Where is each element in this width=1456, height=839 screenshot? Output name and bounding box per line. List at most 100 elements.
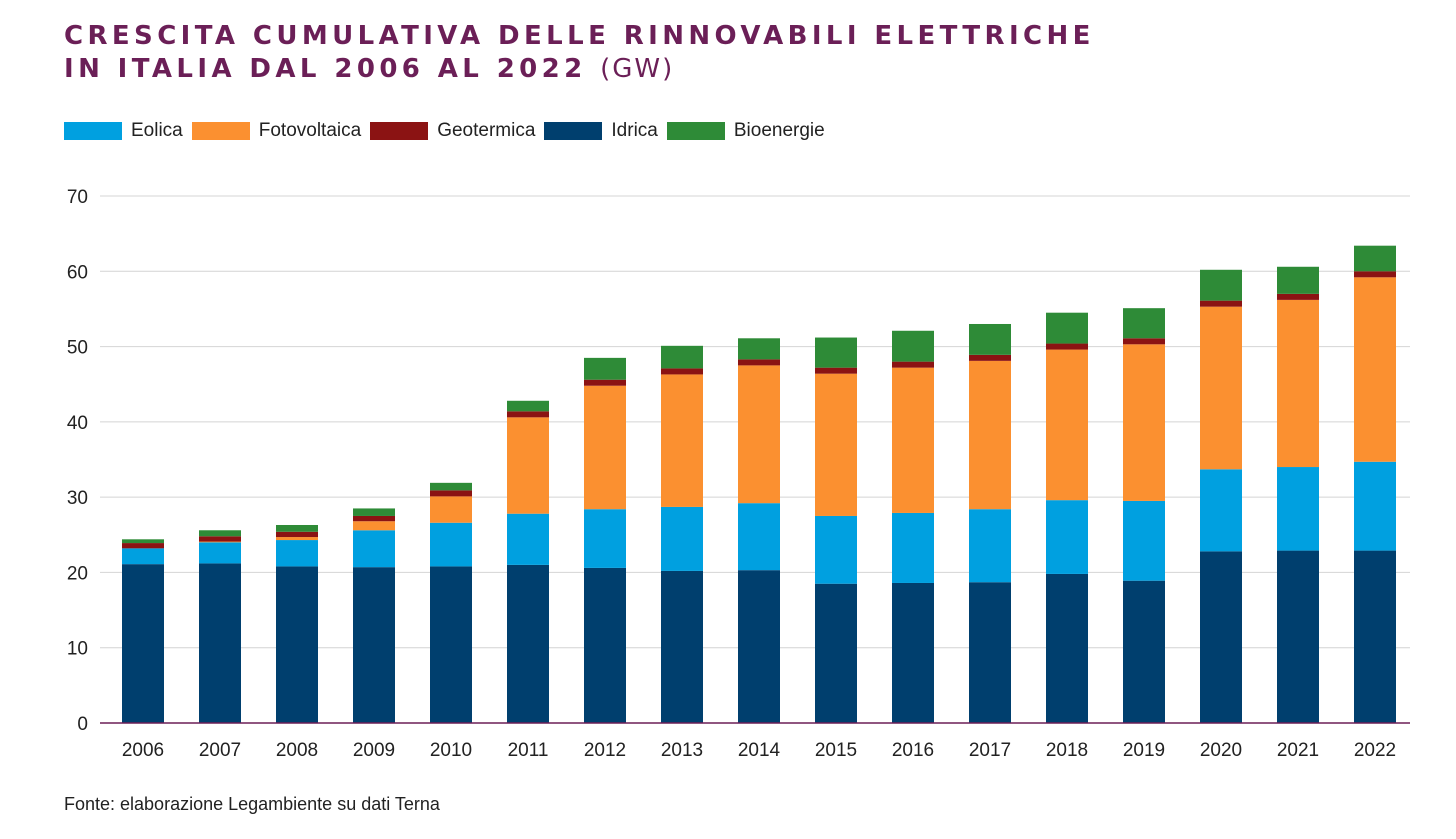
bar-fotovoltaica-2009 — [353, 521, 395, 531]
bar-geotermica-2012 — [584, 379, 626, 386]
legend-label: Fotovoltaica — [258, 120, 362, 141]
y-tick-label: 30 — [67, 488, 88, 509]
legend-label: Geotermica — [437, 120, 536, 141]
y-tick-label: 0 — [77, 714, 88, 735]
x-tick-label: 2012 — [584, 740, 626, 761]
bar-fotovoltaica-2012 — [584, 385, 626, 510]
bar-bioenergie-2016 — [892, 330, 934, 362]
bar-bioenergie-2009 — [353, 508, 395, 516]
bar-geotermica-2022 — [1354, 271, 1396, 278]
bar-fotovoltaica-2007 — [199, 541, 241, 543]
bar-fotovoltaica-2022 — [1354, 277, 1396, 462]
bar-eolica-2017 — [969, 509, 1011, 583]
bar-eolica-2009 — [353, 530, 395, 568]
bar-idrica-2007 — [199, 563, 241, 723]
bar-bioenergie-2007 — [199, 530, 241, 537]
bar-bioenergie-2020 — [1200, 269, 1242, 301]
bar-geotermica-2013 — [661, 368, 703, 375]
bar-eolica-2016 — [892, 512, 934, 583]
legend-item-bioenergie: Bioenergie — [666, 120, 825, 142]
bar-geotermica-2007 — [199, 536, 241, 542]
x-tick-label: 2009 — [353, 740, 395, 761]
bar-geotermica-2011 — [507, 411, 549, 418]
x-tick-label: 2013 — [661, 740, 703, 761]
bar-bioenergie-2010 — [430, 482, 472, 491]
bar-idrica-2017 — [969, 582, 1011, 723]
bar-eolica-2020 — [1200, 469, 1242, 552]
legend-item-fotovoltaica: Fotovoltaica — [191, 120, 362, 142]
bar-eolica-2021 — [1277, 467, 1319, 551]
bar-idrica-2016 — [892, 582, 934, 723]
bar-idrica-2020 — [1200, 551, 1242, 723]
bar-bioenergie-2011 — [507, 400, 549, 412]
legend-item-idrica: Idrica — [544, 120, 658, 142]
bar-bioenergie-2017 — [969, 323, 1011, 355]
bar-geotermica-2021 — [1277, 293, 1319, 300]
bar-fotovoltaica-2011 — [507, 417, 549, 514]
y-tick-label: 20 — [67, 563, 88, 584]
bar-fotovoltaica-2008 — [276, 537, 318, 541]
bar-idrica-2011 — [507, 564, 549, 723]
x-tick-label: 2006 — [122, 740, 164, 761]
bar-idrica-2010 — [430, 566, 472, 723]
x-tick-label: 2016 — [892, 740, 934, 761]
bar-idrica-2014 — [738, 570, 780, 723]
bar-bioenergie-2015 — [815, 337, 857, 368]
bar-idrica-2018 — [1046, 573, 1088, 723]
bar-bioenergie-2021 — [1277, 266, 1319, 294]
bar-fotovoltaica-2010 — [430, 496, 472, 523]
legend-swatch — [370, 122, 429, 140]
x-tick-label: 2007 — [199, 740, 241, 761]
bar-fotovoltaica-2021 — [1277, 299, 1319, 468]
bar-idrica-2013 — [661, 570, 703, 723]
bar-geotermica-2010 — [430, 490, 472, 497]
legend-swatch — [191, 122, 250, 140]
x-tick-label: 2018 — [1046, 740, 1088, 761]
bar-idrica-2009 — [353, 567, 395, 723]
bar-geotermica-2019 — [1123, 338, 1165, 345]
chart-title-line2: IN ITALIA DAL 2006 AL 2022 — [64, 54, 587, 84]
bar-fotovoltaica-2018 — [1046, 349, 1088, 501]
bar-eolica-2022 — [1354, 461, 1396, 551]
bar-idrica-2022 — [1354, 550, 1396, 723]
bar-bioenergie-2022 — [1354, 245, 1396, 272]
bar-bioenergie-2014 — [738, 338, 780, 360]
bar-fotovoltaica-2019 — [1123, 344, 1165, 501]
bar-bioenergie-2006 — [122, 539, 164, 544]
x-tick-label: 2011 — [508, 740, 549, 761]
bar-geotermica-2018 — [1046, 343, 1088, 350]
bar-eolica-2015 — [815, 515, 857, 584]
bar-fotovoltaica-2015 — [815, 373, 857, 516]
bar-eolica-2010 — [430, 522, 472, 567]
x-tick-label: 2010 — [430, 740, 472, 761]
legend-swatch — [64, 122, 122, 140]
bar-eolica-2007 — [199, 542, 241, 564]
x-tick-label: 2015 — [815, 740, 857, 761]
bar-eolica-2013 — [661, 506, 703, 571]
chart-title: CRESCITA CUMULATIVA DELLE RINNOVABILI EL… — [64, 20, 1095, 86]
legend-label: Bioenergie — [733, 120, 825, 141]
source-note: Fonte: elaborazione Legambiente su dati … — [64, 794, 440, 814]
bar-eolica-2012 — [584, 509, 626, 568]
y-tick-label: 60 — [67, 262, 88, 283]
x-tick-label: 2014 — [738, 740, 781, 761]
chart-title-unit: (GW) — [600, 54, 675, 84]
bar-fotovoltaica-2020 — [1200, 306, 1242, 470]
legend: Eolica Fotovoltaica Geotermica Idrica Bioene… — [64, 120, 834, 142]
bar-geotermica-2015 — [815, 367, 857, 374]
x-tick-label: 2020 — [1200, 740, 1242, 761]
bar-geotermica-2008 — [276, 531, 318, 538]
legend-swatch — [544, 122, 603, 140]
y-tick-label: 50 — [67, 338, 88, 359]
bar-bioenergie-2013 — [661, 345, 703, 369]
bar-eolica-2018 — [1046, 500, 1088, 574]
bar-idrica-2021 — [1277, 550, 1319, 723]
x-tick-label: 2021 — [1277, 740, 1319, 761]
bar-geotermica-2006 — [122, 543, 164, 549]
x-tick-label: 2019 — [1123, 740, 1165, 761]
bar-eolica-2019 — [1123, 500, 1165, 581]
bar-fotovoltaica-2016 — [892, 367, 934, 513]
bar-eolica-2014 — [738, 503, 780, 571]
chart-title-line1: CRESCITA CUMULATIVA DELLE RINNOVABILI EL… — [64, 21, 1095, 51]
y-tick-label: 70 — [67, 187, 88, 208]
